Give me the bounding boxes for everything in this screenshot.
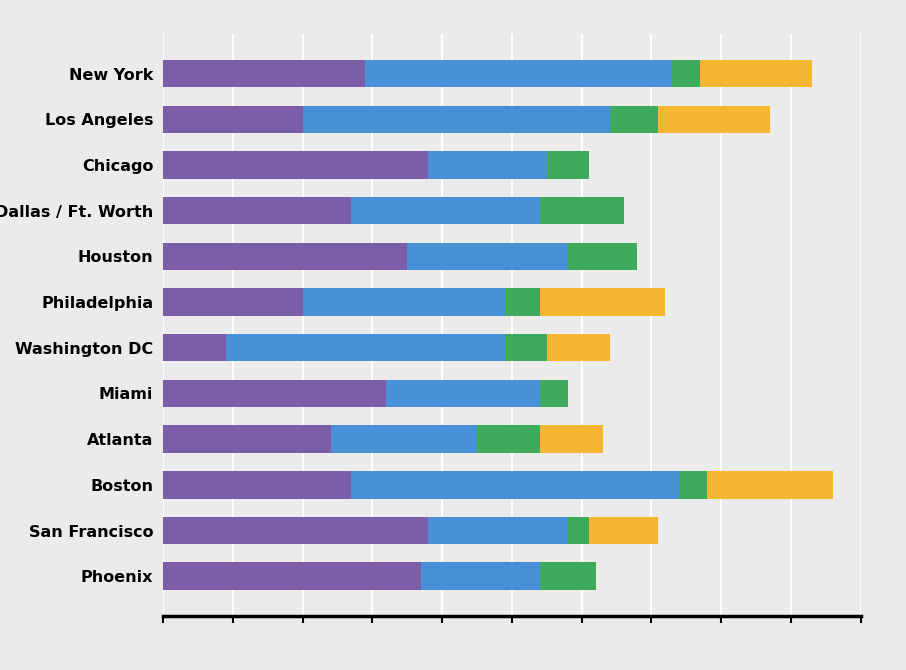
- Bar: [708, 471, 833, 498]
- Bar: [163, 243, 407, 270]
- Bar: [540, 563, 595, 590]
- Bar: [365, 60, 672, 87]
- Bar: [429, 151, 546, 179]
- Bar: [386, 380, 540, 407]
- Bar: [589, 517, 659, 544]
- Bar: [505, 288, 540, 316]
- Bar: [331, 425, 477, 453]
- Bar: [303, 288, 505, 316]
- Bar: [163, 517, 429, 544]
- Bar: [540, 197, 623, 224]
- Bar: [303, 106, 610, 133]
- Bar: [505, 334, 546, 362]
- Bar: [421, 563, 540, 590]
- Bar: [700, 60, 812, 87]
- Bar: [163, 563, 421, 590]
- Bar: [546, 151, 589, 179]
- Bar: [546, 334, 610, 362]
- Bar: [163, 471, 352, 498]
- Bar: [163, 106, 303, 133]
- Bar: [672, 60, 700, 87]
- Bar: [429, 517, 568, 544]
- Bar: [163, 425, 331, 453]
- Bar: [477, 425, 540, 453]
- Bar: [540, 288, 665, 316]
- Bar: [540, 380, 568, 407]
- Bar: [610, 106, 659, 133]
- Bar: [540, 425, 602, 453]
- Bar: [659, 106, 770, 133]
- Bar: [568, 243, 638, 270]
- Bar: [163, 151, 429, 179]
- Bar: [407, 243, 568, 270]
- Bar: [226, 334, 505, 362]
- Bar: [352, 471, 680, 498]
- Bar: [163, 197, 352, 224]
- Bar: [163, 60, 365, 87]
- Bar: [352, 197, 540, 224]
- Bar: [163, 380, 386, 407]
- Bar: [163, 334, 226, 362]
- Bar: [680, 471, 708, 498]
- Bar: [163, 288, 303, 316]
- Bar: [568, 517, 589, 544]
